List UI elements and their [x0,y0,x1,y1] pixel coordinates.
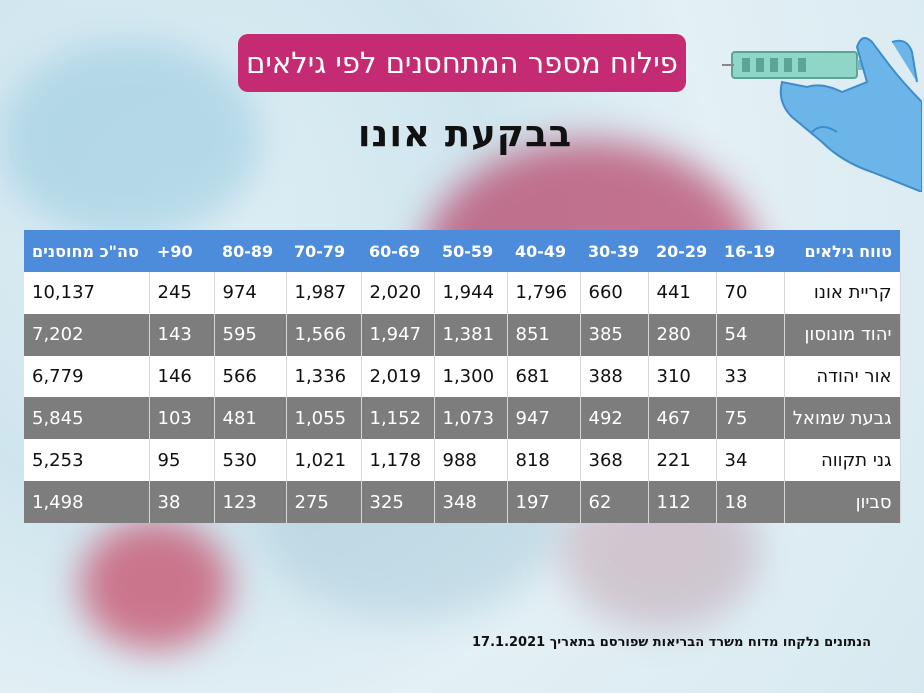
city-cell: גני תקווה [784,439,901,482]
column-header: 70-79 [286,230,361,272]
column-header: 30-39 [580,230,648,272]
value-cell: 1,021 [286,439,362,482]
value-cell: 441 [648,272,717,314]
table-row: אור יהודה 33 310 388 681 1,300 2,019 1,336 566 14… [24,355,901,398]
value-cell: 1,381 [434,313,508,356]
value-cell: 325 [361,481,435,523]
value-cell: 2,019 [361,355,435,398]
value-cell: 103 [149,397,215,440]
city-cell: קריית אונו [784,272,901,314]
column-header: 90+ [149,230,214,272]
table-row: סביון 18 112 62 197 348 325 275 123 38 1,498 [24,481,901,523]
value-cell: 1,152 [361,397,435,440]
background-blur [0,40,260,240]
virus-blur [80,520,230,650]
value-cell: 95 [149,439,215,482]
value-cell: 6,779 [24,355,150,398]
value-cell: 851 [507,313,581,356]
value-cell: 75 [716,397,785,440]
column-header: טווח גילאים [784,230,900,272]
column-header: 20-29 [648,230,716,272]
value-cell: 1,055 [286,397,362,440]
value-cell: 245 [149,272,215,314]
value-cell: 1,498 [24,481,150,523]
value-cell: 660 [580,272,649,314]
value-cell: 275 [286,481,362,523]
source-note: הנתונים נלקחו מדוח משרד הבריאות שפורסם ב… [472,635,872,650]
value-cell: 988 [434,439,508,482]
value-cell: 70 [716,272,785,314]
column-header: 80-89 [214,230,286,272]
value-cell: 221 [648,439,717,482]
column-header: 16-19 [716,230,784,272]
city-cell: אור יהודה [784,355,901,398]
value-cell: 1,073 [434,397,508,440]
value-cell: 62 [580,481,649,523]
value-cell: 38 [149,481,215,523]
value-cell: 385 [580,313,649,356]
value-cell: 388 [580,355,649,398]
value-cell: 1,944 [434,272,508,314]
value-cell: 146 [149,355,215,398]
value-cell: 1,178 [361,439,435,482]
value-cell: 974 [214,272,287,314]
value-cell: 492 [580,397,649,440]
value-cell: 54 [716,313,785,356]
value-cell: 280 [648,313,717,356]
value-cell: 5,845 [24,397,150,440]
value-cell: 348 [434,481,508,523]
value-cell: 112 [648,481,717,523]
value-cell: 7,202 [24,313,150,356]
table-row: גבעת שמואל 75 467 492 947 1,073 1,152 1,055 481 1… [24,397,901,440]
value-cell: 1,796 [507,272,581,314]
column-header: 40-49 [507,230,580,272]
table-row: יהוד מונוסון 54 280 385 851 1,381 1,947 1,566 59… [24,313,901,356]
value-cell: 368 [580,439,649,482]
page-title: פילוח מספר המתחסנים לפי גילאים [238,34,686,92]
value-cell: 530 [214,439,287,482]
value-cell: 18 [716,481,785,523]
value-cell: 947 [507,397,581,440]
value-cell: 2,020 [361,272,435,314]
value-cell: 467 [648,397,717,440]
column-header: 50-59 [434,230,507,272]
value-cell: 197 [507,481,581,523]
value-cell: 143 [149,313,215,356]
value-cell: 681 [507,355,581,398]
vaccination-table: טווח גילאים 16-19 20-29 30-39 40-49 50-59 60-6… [24,230,901,523]
value-cell: 10,137 [24,272,150,314]
value-cell: 34 [716,439,785,482]
value-cell: 123 [214,481,287,523]
value-cell: 5,253 [24,439,150,482]
value-cell: 1,987 [286,272,362,314]
vaccine-illustration [722,37,922,192]
value-cell: 566 [214,355,287,398]
value-cell: 818 [507,439,581,482]
city-cell: יהוד מונוסון [784,313,901,356]
value-cell: 1,566 [286,313,362,356]
city-cell: סביון [784,481,901,523]
value-cell: 33 [716,355,785,398]
value-cell: 481 [214,397,287,440]
table-row: קריית אונו 70 441 660 1,796 1,944 2,020 1,987 97… [24,272,901,314]
value-cell: 310 [648,355,717,398]
page-subtitle: בבקעת אונו [357,112,573,155]
column-header: סה"כ מחוסנים [24,230,149,272]
table-row: גני תקווה 34 221 368 818 988 1,178 1,021 530 95 5,… [24,439,901,482]
table-header-row: טווח גילאים 16-19 20-29 30-39 40-49 50-59 60-6… [24,230,900,272]
city-cell: גבעת שמואל [784,397,901,440]
value-cell: 1,336 [286,355,362,398]
gloved-hand-icon [779,37,922,192]
column-header: 60-69 [361,230,434,272]
value-cell: 1,947 [361,313,435,356]
value-cell: 595 [214,313,287,356]
value-cell: 1,300 [434,355,508,398]
